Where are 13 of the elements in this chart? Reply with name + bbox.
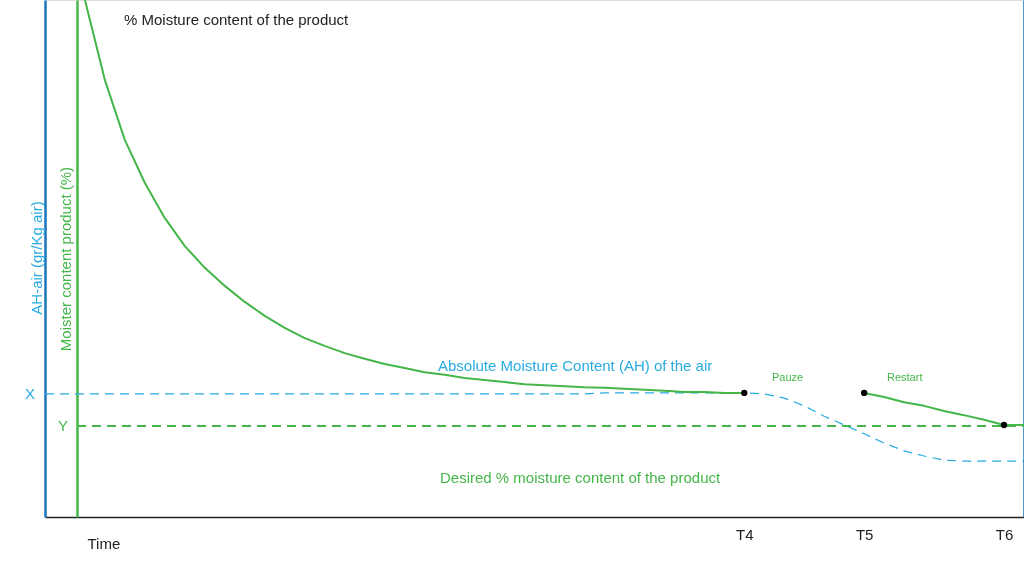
x-tick-label: T5 xyxy=(855,525,874,543)
text: Pauze xyxy=(772,371,804,383)
text: % Moisture content of the product xyxy=(124,11,350,28)
text: AH-air (gr/Kg air) xyxy=(28,201,45,315)
annotation: Desired % moisture content of the product xyxy=(440,469,721,486)
text: Restart xyxy=(887,371,923,383)
text: Absolute Moisture Content (AH) of the air xyxy=(438,357,713,374)
x-tick-label: T6 xyxy=(995,525,1014,543)
text: X xyxy=(25,385,36,402)
y2-axis-title: Moister content product (%) xyxy=(56,166,74,352)
x-axis-title: Time xyxy=(87,534,121,552)
x-tick-label: T4 xyxy=(736,525,754,543)
ref-line-label: Y xyxy=(57,417,68,435)
